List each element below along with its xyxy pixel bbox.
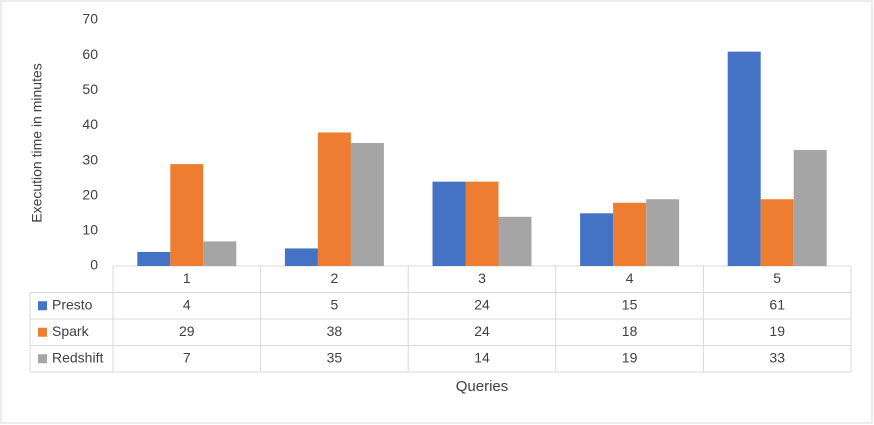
legend-label: Redshift	[52, 349, 103, 365]
bar	[432, 181, 466, 266]
bar	[613, 202, 647, 266]
legend-key	[38, 301, 47, 311]
bar	[580, 213, 614, 266]
bar	[284, 248, 318, 266]
table-value: 19	[769, 323, 785, 339]
y-tick-label: 0	[90, 257, 98, 273]
x-tick-label: 4	[626, 270, 634, 286]
y-tick-label: 70	[82, 11, 98, 27]
table-value: 24	[474, 323, 490, 339]
table-value: 35	[327, 349, 343, 365]
x-tick-label: 2	[331, 270, 339, 286]
table-value: 38	[327, 323, 343, 339]
bar	[350, 143, 384, 266]
x-axis-label: Queries	[456, 378, 509, 395]
bar	[317, 132, 351, 266]
bar	[498, 216, 532, 266]
bar	[727, 51, 761, 266]
y-axis-label: Execution time in minutes	[29, 63, 45, 223]
bar	[465, 181, 499, 266]
table-value: 19	[622, 349, 638, 365]
table-value: 4	[183, 296, 191, 312]
y-tick-label: 60	[82, 46, 98, 62]
table-value: 5	[331, 296, 339, 312]
table-value: 29	[179, 323, 195, 339]
y-tick-label: 50	[82, 81, 98, 97]
bar	[203, 241, 237, 266]
x-tick-label: 3	[478, 270, 486, 286]
legend-key	[38, 354, 47, 364]
bar	[137, 251, 171, 266]
y-tick-label: 10	[82, 222, 98, 238]
legend-key	[38, 327, 47, 337]
table-value: 18	[622, 323, 638, 339]
table-value: 7	[183, 349, 191, 365]
bar	[793, 150, 827, 266]
bar	[646, 199, 680, 266]
table-value: 14	[474, 349, 490, 365]
y-tick-label: 40	[82, 116, 98, 132]
x-tick-label: 5	[773, 270, 781, 286]
x-tick-label: 1	[183, 270, 191, 286]
legend-label: Spark	[52, 323, 90, 339]
bar	[170, 164, 204, 266]
table-value: 33	[769, 349, 785, 365]
table-value: 24	[474, 296, 490, 312]
legend-label: Presto	[52, 296, 93, 312]
table-value: 15	[622, 296, 638, 312]
y-tick-label: 30	[82, 151, 98, 167]
table-value: 61	[769, 296, 785, 312]
y-tick-label: 20	[82, 186, 98, 202]
bar	[760, 199, 794, 266]
